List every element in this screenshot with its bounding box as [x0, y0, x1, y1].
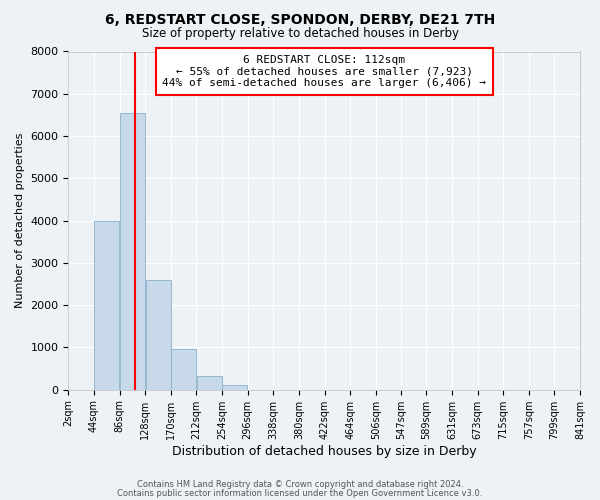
- Bar: [120, 113, 145, 390]
- Text: Contains public sector information licensed under the Open Government Licence v3: Contains public sector information licen…: [118, 488, 482, 498]
- Text: Contains HM Land Registry data © Crown copyright and database right 2024.: Contains HM Land Registry data © Crown c…: [137, 480, 463, 489]
- Bar: [223, 384, 247, 390]
- X-axis label: Distribution of detached houses by size in Derby: Distribution of detached houses by size …: [172, 444, 476, 458]
- Text: 6, REDSTART CLOSE, SPONDON, DERBY, DE21 7TH: 6, REDSTART CLOSE, SPONDON, DERBY, DE21 …: [105, 12, 495, 26]
- Text: 6 REDSTART CLOSE: 112sqm
← 55% of detached houses are smaller (7,923)
44% of sem: 6 REDSTART CLOSE: 112sqm ← 55% of detach…: [162, 55, 486, 88]
- Bar: [171, 349, 196, 390]
- Y-axis label: Number of detached properties: Number of detached properties: [15, 133, 25, 308]
- Bar: [197, 376, 222, 390]
- Bar: [94, 220, 119, 390]
- Bar: [146, 280, 170, 390]
- Text: Size of property relative to detached houses in Derby: Size of property relative to detached ho…: [142, 28, 458, 40]
